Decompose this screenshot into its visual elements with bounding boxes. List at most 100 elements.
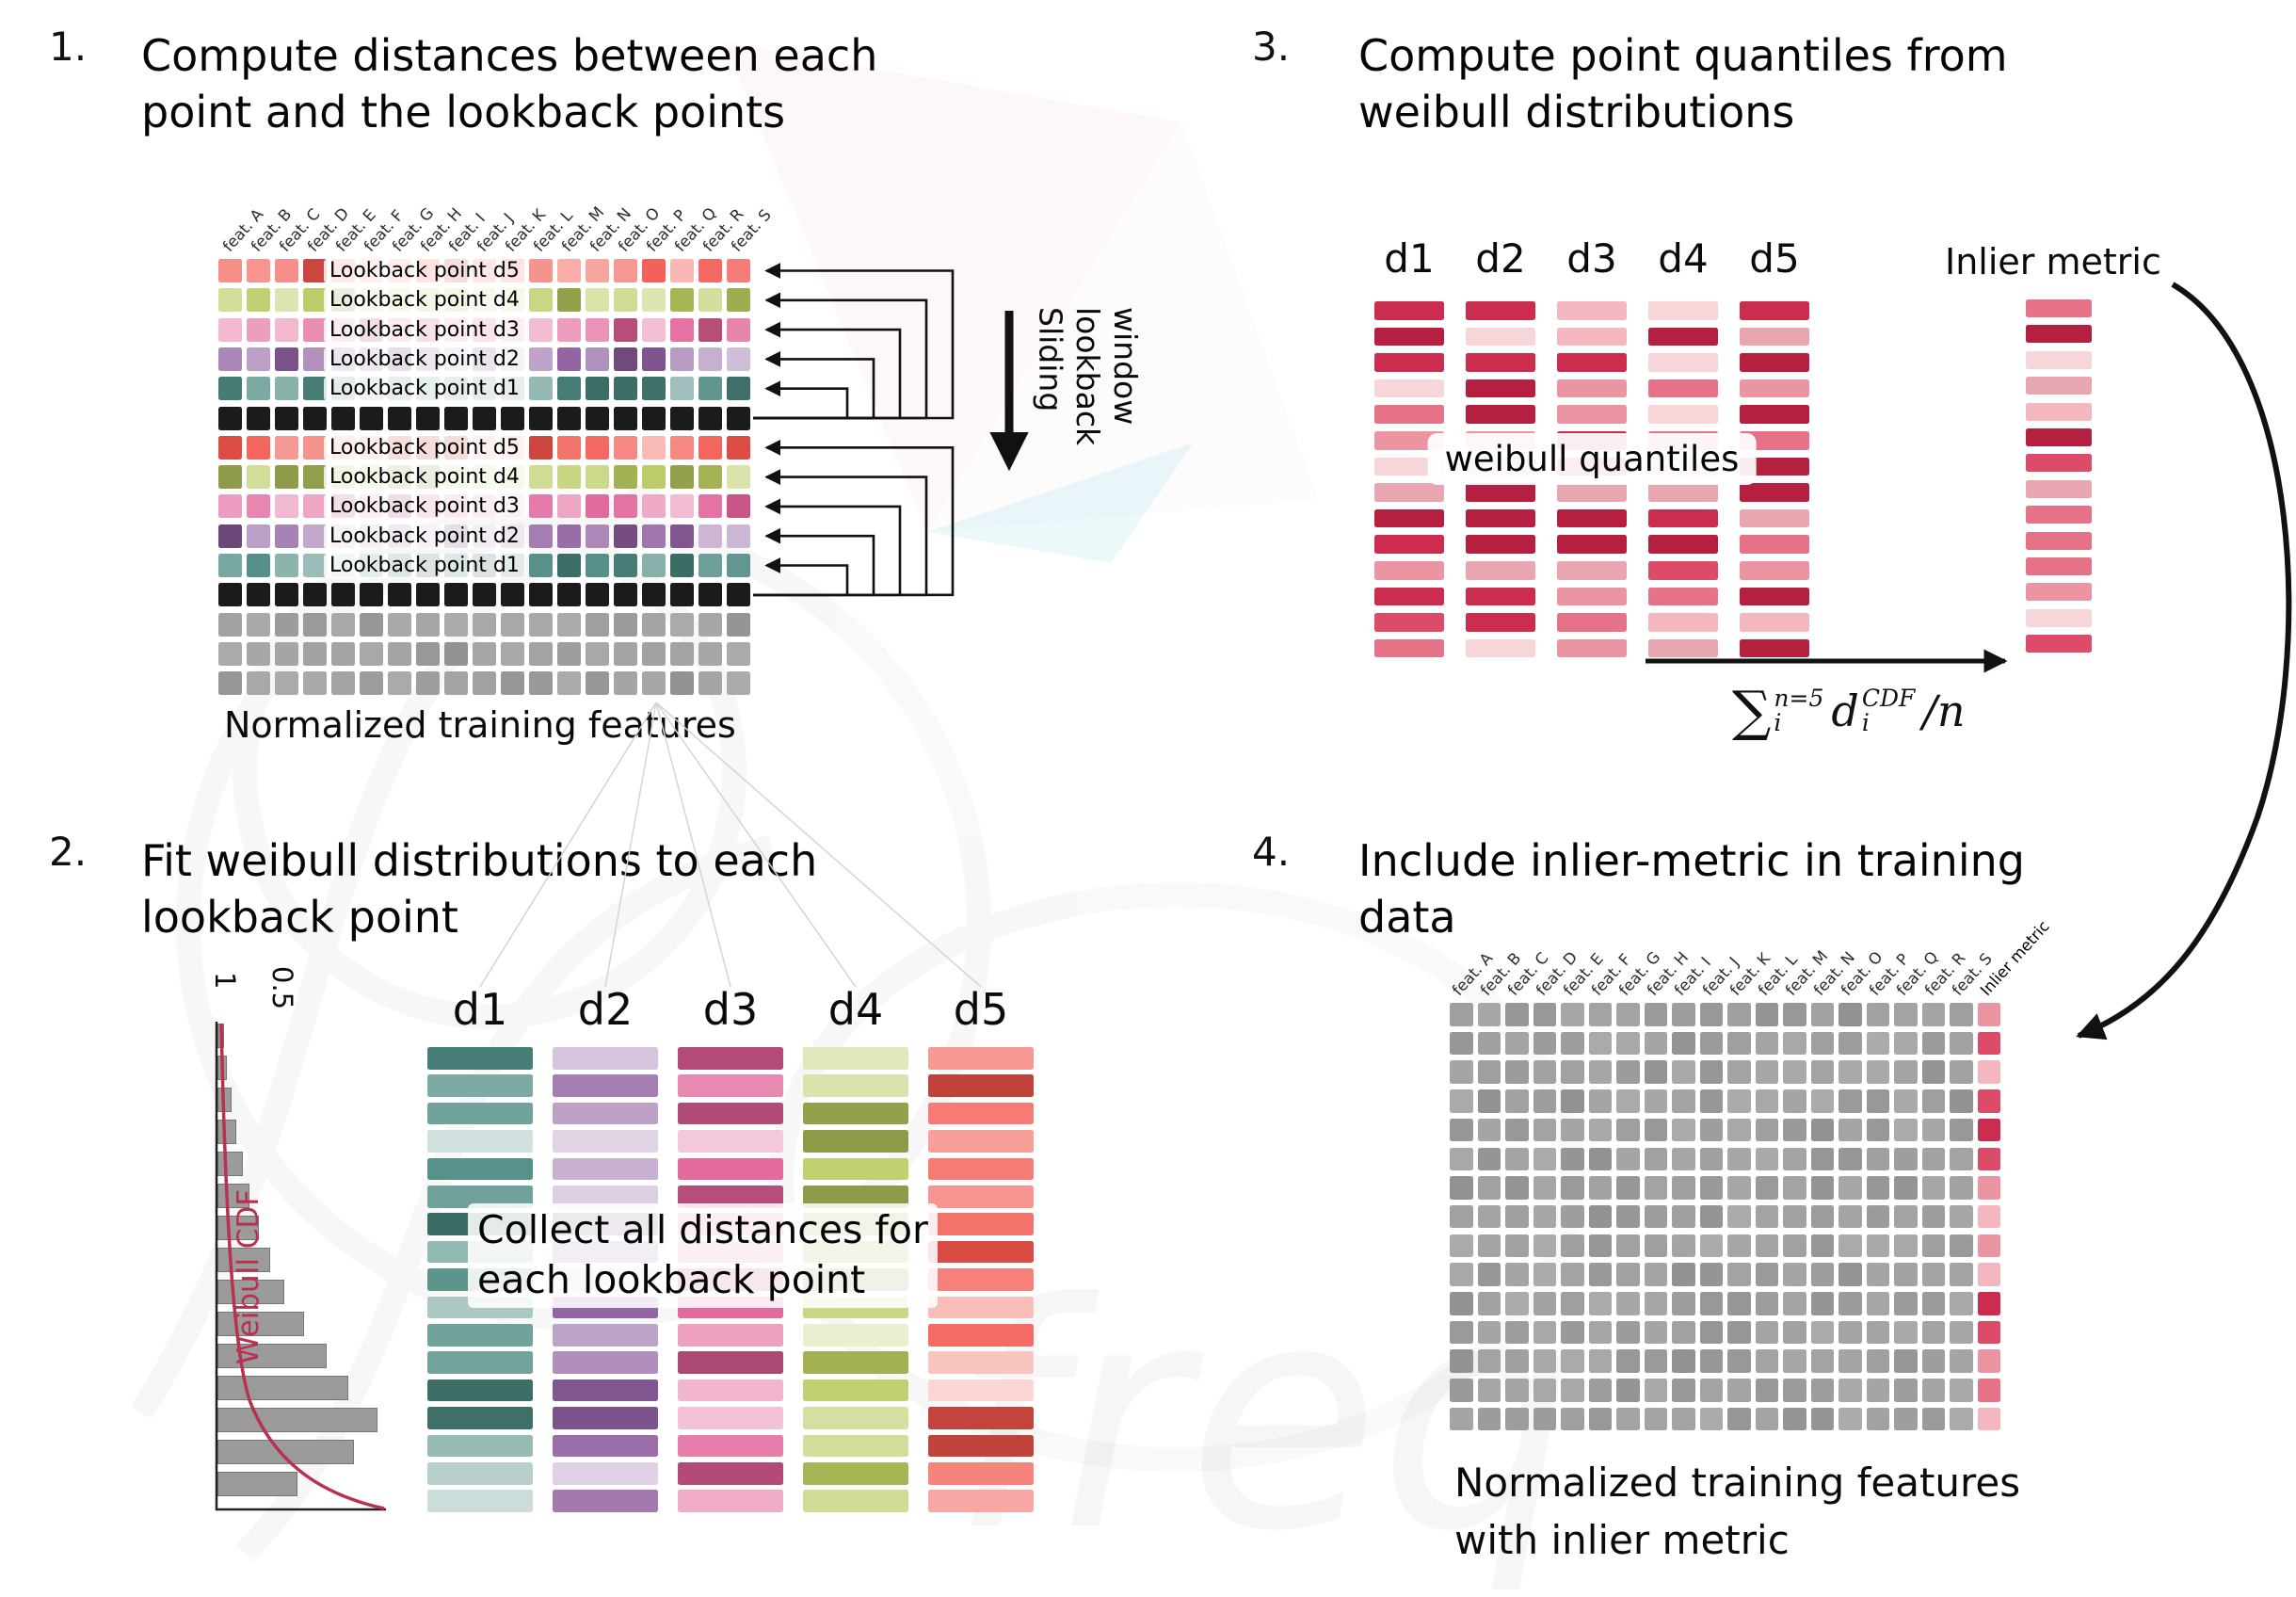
feature-cell (1672, 1003, 1695, 1026)
lookback-cell (529, 377, 553, 401)
current-point-cell (557, 406, 581, 430)
lookback-cell (303, 377, 327, 401)
feature-cell (1477, 1176, 1501, 1200)
feature-cell (1950, 1349, 1973, 1373)
lookback-cell (642, 554, 666, 577)
inlier-metric-flow-arrow (2076, 282, 2292, 1040)
feature-cell (1477, 1118, 1501, 1142)
quantile-bar (1648, 613, 1718, 632)
lookback-cell (642, 347, 666, 371)
feature-cell (1755, 1234, 1778, 1258)
current-point-cell (331, 583, 355, 607)
feature-cell (1505, 1060, 1529, 1084)
quantile-bar (1557, 561, 1627, 580)
distance-bar (678, 1462, 783, 1485)
inlier-metric-cell (1977, 1118, 2000, 1142)
feature-cell (501, 612, 524, 637)
current-point-cell (247, 406, 270, 430)
lookback-cell (698, 524, 722, 548)
feature-cell (1894, 1379, 1918, 1402)
distance-bar (678, 1407, 783, 1429)
lookback-cell (275, 524, 298, 548)
distance-bar (427, 1351, 533, 1374)
weibull-plot-axes (215, 1022, 386, 1511)
feature-cell (1644, 1060, 1667, 1084)
feature-cell (388, 612, 411, 637)
feature-cell (1727, 1204, 1751, 1229)
distance-bar (427, 1490, 533, 1512)
feature-cell (1672, 1176, 1695, 1200)
lookback-cell (247, 347, 270, 371)
feature-cell (1838, 1407, 1862, 1431)
lookback-cell (614, 377, 637, 401)
quantile-bar (1648, 353, 1718, 372)
feature-cell (1477, 1234, 1501, 1258)
panel1-number: 1. (49, 24, 88, 70)
feature-cell (1672, 1349, 1695, 1373)
lookback-cell (303, 494, 327, 519)
feature-cell (698, 641, 722, 666)
lookback-row-label: Lookback point d5 (324, 259, 525, 283)
current-point-cell (473, 406, 496, 430)
feature-cell (1672, 1379, 1695, 1402)
histogram-bar (217, 1376, 349, 1400)
feature-cell (1533, 1320, 1556, 1345)
feature-cell (1921, 1320, 1945, 1345)
feature-cell (1505, 1118, 1529, 1142)
feature-cell (1783, 1147, 1806, 1170)
lookback-cell (303, 554, 327, 577)
quantile-bar (1466, 587, 1535, 606)
quantile-bar (1557, 353, 1627, 372)
lookback-cell (275, 347, 298, 371)
feature-cell (1561, 1147, 1584, 1170)
feature-cell (1450, 1379, 1473, 1402)
feature-cell (1838, 1147, 1862, 1170)
feature-cell (1727, 1407, 1751, 1431)
feature-cell (1810, 1320, 1834, 1345)
feature-cell (1588, 1176, 1612, 1200)
lookback-cell (642, 435, 666, 460)
lookback-cell (727, 317, 750, 342)
feature-cell (1477, 1003, 1501, 1026)
feature-cell (614, 641, 637, 666)
lookback-row-label: Lookback point d4 (324, 465, 525, 491)
feature-cell (1505, 1089, 1529, 1113)
distance-bar (427, 1186, 533, 1208)
current-point-cell (698, 406, 722, 430)
feature-cell (1755, 1204, 1778, 1229)
feature-cell (1866, 1031, 1889, 1056)
distance-bar (803, 1462, 908, 1485)
feature-cell (1533, 1407, 1556, 1431)
feature-cell (1477, 1379, 1501, 1402)
feature-cell (1838, 1263, 1862, 1286)
quantile-bar (1648, 638, 1718, 658)
cdf-tick-05: 0.5 (266, 966, 298, 1010)
current-point-cell (416, 406, 440, 430)
feature-cell (1755, 1060, 1778, 1084)
lookback-cell (247, 524, 270, 548)
feature-cell (1561, 1118, 1584, 1142)
feature-cell (1477, 1147, 1501, 1170)
feature-cell (1783, 1031, 1806, 1056)
lookback-cell (557, 347, 581, 371)
feature-cell (1755, 1379, 1778, 1402)
feature-cell (1838, 1292, 1862, 1315)
feature-cell (1810, 1204, 1834, 1229)
feature-cell (1450, 1320, 1473, 1345)
feature-cell (1755, 1349, 1778, 1373)
feature-cell (557, 612, 581, 637)
feature-cell (1588, 1349, 1612, 1373)
feature-cell (1921, 1147, 1945, 1170)
quantile-bar (1374, 457, 1444, 476)
lookback-row-label: Lookback point d2 (324, 524, 525, 549)
current-point-cell (388, 583, 411, 607)
feature-cell (1950, 1263, 1973, 1286)
feature-cell (1699, 1349, 1723, 1373)
distance-bar (928, 1434, 1034, 1458)
lookback-cell (670, 435, 694, 460)
feature-cell (1950, 1089, 1973, 1113)
feature-cell (1810, 1003, 1834, 1026)
lookback-cell (275, 259, 298, 282)
lookback-cell (218, 465, 242, 490)
average-cdf-formula: ∑ n=5 i d CDF i/n (1732, 684, 1965, 738)
